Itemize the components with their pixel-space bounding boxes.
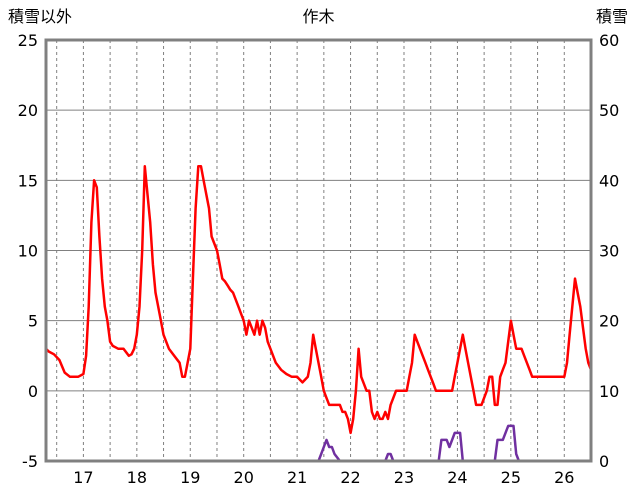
svg-text:10: 10: [18, 242, 38, 261]
series-line-0: [44, 165, 593, 435]
svg-text:20: 20: [18, 101, 38, 120]
svg-text:25: 25: [501, 468, 521, 487]
left-axis-title: 積雪以外: [8, 7, 73, 26]
svg-text:30: 30: [599, 242, 619, 261]
svg-text:15: 15: [18, 171, 38, 190]
svg-text:21: 21: [287, 468, 307, 487]
svg-text:20: 20: [234, 468, 254, 487]
svg-text:19: 19: [180, 468, 200, 487]
svg-text:10: 10: [599, 382, 619, 401]
right-axis-tick-labels: 0 10 20 30 40 50 60: [599, 31, 619, 471]
x-axis-tick-labels: 17 18 19 20 21 22 23 24 25 26: [73, 468, 574, 487]
vertical-gridlines: [56, 40, 565, 461]
chart-title: 作木: [302, 7, 335, 26]
series-line-1: [44, 424, 593, 463]
svg-text:-5: -5: [22, 452, 38, 471]
svg-text:24: 24: [447, 468, 467, 487]
svg-text:18: 18: [127, 468, 147, 487]
svg-text:26: 26: [554, 468, 574, 487]
svg-text:5: 5: [28, 312, 38, 331]
svg-text:0: 0: [28, 382, 38, 401]
svg-text:40: 40: [599, 171, 619, 190]
plot-frame: [44, 38, 593, 463]
left-axis-tick-labels: -5 0 5 10 15 20 25: [18, 31, 38, 471]
svg-text:22: 22: [340, 468, 360, 487]
svg-text:25: 25: [18, 31, 38, 50]
right-axis-title: 積雪: [595, 7, 628, 26]
svg-text:20: 20: [599, 312, 619, 331]
svg-text:17: 17: [73, 468, 93, 487]
svg-text:0: 0: [599, 452, 609, 471]
svg-text:60: 60: [599, 31, 619, 50]
svg-text:23: 23: [394, 468, 414, 487]
svg-text:50: 50: [599, 101, 619, 120]
